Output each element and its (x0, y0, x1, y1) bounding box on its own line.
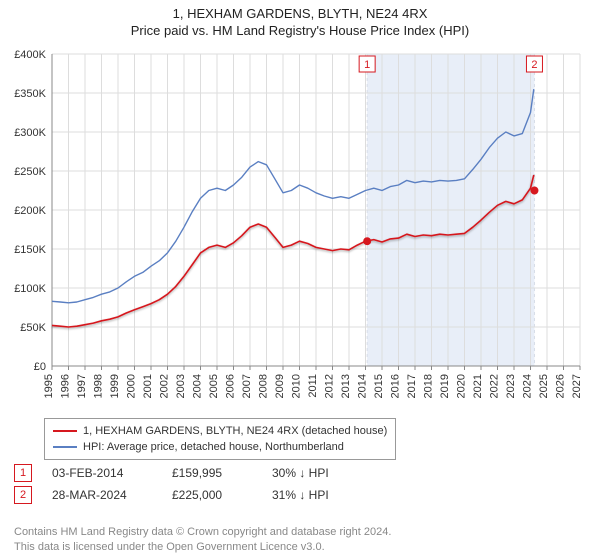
event-row: 2 28-MAR-2024£225,00031% ↓ HPI (10, 484, 590, 506)
svg-text:2009: 2009 (274, 374, 286, 398)
chart-svg: £0 £50K £100K £150K £200K £250K £300K £350K £400… (10, 46, 590, 406)
event-price: £225,000 (172, 488, 272, 502)
svg-text:2006: 2006 (225, 374, 237, 398)
svg-text:£400K: £400K (14, 49, 46, 61)
svg-text:2004: 2004 (192, 374, 204, 398)
svg-text:2002: 2002 (159, 374, 171, 398)
event-date: 28-MAR-2024 (52, 488, 172, 502)
svg-text:2022: 2022 (489, 374, 501, 398)
svg-text:2017: 2017 (406, 374, 418, 398)
svg-text:2015: 2015 (373, 374, 385, 398)
svg-text:£150K: £150K (14, 244, 46, 256)
event-date: 03-FEB-2014 (52, 466, 172, 480)
event-diff: 30% ↓ HPI (272, 466, 392, 480)
footer-attribution: Contains HM Land Registry data © Crown c… (14, 525, 391, 554)
svg-text:2014: 2014 (357, 374, 369, 398)
svg-text:2008: 2008 (258, 374, 270, 398)
chart-container: 1, HEXHAM GARDENS, BLYTH, NE24 4RX Price… (0, 0, 600, 560)
svg-text:2011: 2011 (307, 374, 319, 398)
svg-text:2010: 2010 (291, 374, 303, 398)
svg-text:2018: 2018 (423, 374, 435, 398)
footer-line-2: This data is licensed under the Open Gov… (14, 540, 391, 554)
svg-text:£100K: £100K (14, 283, 46, 295)
title-block: 1, HEXHAM GARDENS, BLYTH, NE24 4RX Price… (0, 0, 600, 38)
svg-text:1995: 1995 (43, 374, 55, 398)
event-badge: 2 (14, 486, 32, 504)
svg-text:2012: 2012 (324, 374, 336, 398)
svg-text:1996: 1996 (60, 374, 72, 398)
svg-text:2027: 2027 (571, 374, 583, 398)
legend-swatch (53, 430, 77, 432)
legend-label: HPI: Average price, detached house, Nort… (83, 441, 344, 453)
svg-text:£50K: £50K (20, 322, 46, 334)
legend-swatch (53, 446, 77, 448)
chart-plot: £0 £50K £100K £150K £200K £250K £300K £350K £400… (10, 46, 590, 406)
svg-text:£300K: £300K (14, 127, 46, 139)
svg-text:2003: 2003 (175, 374, 187, 398)
events-table: 1 03-FEB-2014£159,99530% ↓ HPI 2 28-MAR-202… (10, 462, 590, 506)
event-diff: 31% ↓ HPI (272, 488, 392, 502)
svg-text:£350K: £350K (14, 88, 46, 100)
svg-text:£250K: £250K (14, 166, 46, 178)
svg-text:2001: 2001 (142, 374, 154, 398)
event-row: 1 03-FEB-2014£159,99530% ↓ HPI (10, 462, 590, 484)
legend-label: 1, HEXHAM GARDENS, BLYTH, NE24 4RX (deta… (83, 425, 387, 437)
svg-text:2020: 2020 (456, 374, 468, 398)
svg-text:1: 1 (364, 59, 370, 71)
svg-text:1999: 1999 (109, 374, 121, 398)
svg-text:2013: 2013 (340, 374, 352, 398)
svg-text:2016: 2016 (390, 374, 402, 398)
footer-line-1: Contains HM Land Registry data © Crown c… (14, 525, 391, 539)
svg-text:2021: 2021 (472, 374, 484, 398)
legend-row: 1, HEXHAM GARDENS, BLYTH, NE24 4RX (deta… (53, 423, 387, 439)
svg-text:2026: 2026 (555, 374, 567, 398)
svg-text:1997: 1997 (76, 374, 88, 398)
event-price: £159,995 (172, 466, 272, 480)
svg-text:£200K: £200K (14, 205, 46, 217)
svg-text:2019: 2019 (439, 374, 451, 398)
svg-text:£0: £0 (34, 361, 46, 373)
svg-text:1998: 1998 (93, 374, 105, 398)
legend-row: HPI: Average price, detached house, Nort… (53, 439, 387, 455)
svg-text:2005: 2005 (208, 374, 220, 398)
legend: 1, HEXHAM GARDENS, BLYTH, NE24 4RX (deta… (44, 418, 396, 460)
event-badge: 1 (14, 464, 32, 482)
svg-text:2: 2 (531, 59, 537, 71)
chart-title-address: 1, HEXHAM GARDENS, BLYTH, NE24 4RX (0, 6, 600, 21)
chart-title-subtitle: Price paid vs. HM Land Registry's House … (0, 23, 600, 38)
svg-text:2024: 2024 (522, 374, 534, 398)
svg-text:2007: 2007 (241, 374, 253, 398)
svg-text:2000: 2000 (126, 374, 138, 398)
svg-text:2025: 2025 (538, 374, 550, 398)
svg-text:2023: 2023 (505, 374, 517, 398)
